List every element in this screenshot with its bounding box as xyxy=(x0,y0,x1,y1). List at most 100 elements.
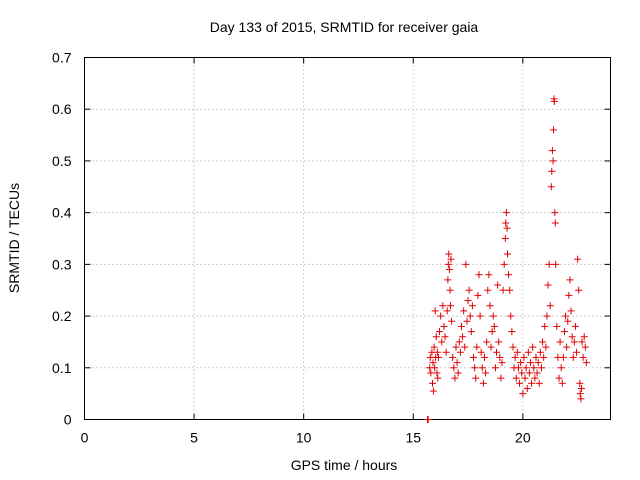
data-point xyxy=(578,384,586,392)
data-point xyxy=(550,126,558,134)
data-point xyxy=(559,353,567,361)
data-point xyxy=(441,333,449,341)
data-point xyxy=(500,260,508,268)
data-point xyxy=(535,379,543,387)
data-point xyxy=(547,183,555,191)
data-point xyxy=(499,286,507,294)
y-tick-label: 0.4 xyxy=(52,205,72,221)
data-point xyxy=(519,390,527,398)
x-axis-label: GPS time / hours xyxy=(291,457,398,473)
data-point xyxy=(479,379,487,387)
data-point xyxy=(434,353,442,361)
data-point xyxy=(464,297,472,305)
x-tick-label: 5 xyxy=(190,430,198,446)
y-tick-label: 0 xyxy=(64,412,72,428)
data-point xyxy=(501,235,509,242)
data-point xyxy=(429,379,437,387)
data-point xyxy=(459,333,467,341)
data-point xyxy=(427,369,435,377)
data-point xyxy=(537,364,545,372)
data-point xyxy=(482,369,490,377)
data-point xyxy=(507,312,515,320)
data-point xyxy=(475,271,483,279)
chart-title: Day 133 of 2015, SRMTID for receiver gai… xyxy=(210,19,479,35)
data-point xyxy=(484,286,492,294)
data-points xyxy=(423,95,590,423)
data-point xyxy=(461,343,469,351)
data-point xyxy=(576,379,584,387)
data-point xyxy=(509,343,517,351)
data-point xyxy=(489,312,497,320)
data-point xyxy=(568,333,576,341)
data-point xyxy=(467,328,475,336)
data-point xyxy=(545,260,553,268)
data-point xyxy=(493,348,501,356)
data-point xyxy=(551,209,559,217)
data-point xyxy=(490,322,498,330)
data-point xyxy=(558,379,566,387)
data-point xyxy=(432,333,440,341)
x-tick-label: 10 xyxy=(296,430,312,446)
data-point xyxy=(452,343,460,351)
data-point xyxy=(560,328,568,336)
data-point xyxy=(476,312,484,320)
data-point xyxy=(566,276,574,284)
data-point xyxy=(580,333,588,341)
data-point xyxy=(488,328,496,336)
data-point xyxy=(456,348,464,356)
data-point xyxy=(521,374,529,382)
data-point xyxy=(549,157,557,165)
data-point xyxy=(463,317,471,325)
y-tick-label: 0.6 xyxy=(52,101,72,117)
data-point xyxy=(527,359,535,367)
data-point xyxy=(472,374,480,382)
data-point xyxy=(543,312,551,320)
data-point xyxy=(505,271,513,279)
data-point xyxy=(444,260,452,268)
data-point xyxy=(528,379,536,387)
data-point xyxy=(471,364,479,372)
data-point xyxy=(506,286,514,294)
data-point xyxy=(569,353,577,361)
data-point xyxy=(513,348,521,356)
data-point xyxy=(443,307,451,315)
data-point xyxy=(551,219,559,227)
data-point xyxy=(455,338,463,346)
data-point xyxy=(502,209,510,217)
data-point xyxy=(529,343,537,351)
data-point xyxy=(447,302,455,310)
data-point xyxy=(502,219,510,227)
data-point xyxy=(460,307,468,315)
data-point xyxy=(541,322,549,330)
data-point xyxy=(578,338,586,346)
tick-marks xyxy=(84,57,611,420)
data-point xyxy=(485,271,493,279)
data-point xyxy=(533,369,541,377)
data-point xyxy=(552,260,560,268)
data-point xyxy=(562,312,570,320)
data-point xyxy=(431,364,439,372)
data-point xyxy=(555,374,563,382)
data-point xyxy=(424,416,432,423)
data-point xyxy=(462,260,470,268)
data-point xyxy=(496,353,504,361)
data-point xyxy=(582,359,590,367)
data-point xyxy=(450,364,458,372)
data-point xyxy=(497,374,505,382)
y-tick-label: 0.5 xyxy=(52,153,72,169)
data-point xyxy=(474,291,482,299)
data-point xyxy=(540,353,548,361)
data-point xyxy=(539,338,547,346)
data-point xyxy=(466,312,474,320)
data-point xyxy=(470,353,478,361)
x-tick-label: 15 xyxy=(405,430,421,446)
data-point xyxy=(565,291,573,299)
data-point xyxy=(494,281,502,289)
data-point xyxy=(465,286,473,294)
data-point xyxy=(522,364,530,372)
data-point xyxy=(531,374,539,382)
data-point xyxy=(550,97,558,105)
data-point xyxy=(498,359,506,367)
data-point xyxy=(429,359,437,367)
